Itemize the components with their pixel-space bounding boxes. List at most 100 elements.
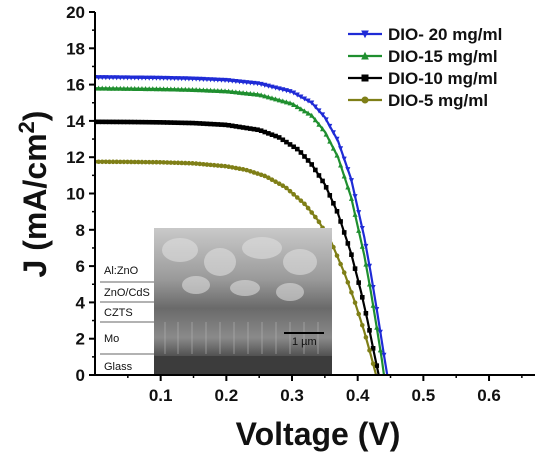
data-point [193, 87, 199, 93]
data-point [345, 184, 351, 190]
data-point [226, 78, 232, 84]
data-point [313, 214, 318, 220]
data-point [103, 75, 109, 81]
data-point [132, 119, 138, 125]
data-point [204, 87, 210, 93]
data-point [269, 132, 275, 137]
data-point [208, 162, 213, 168]
data-point [334, 152, 340, 158]
data-point [305, 110, 311, 116]
data-point [99, 85, 105, 91]
data-point [117, 75, 123, 81]
data-point [161, 160, 166, 165]
data-point [186, 120, 192, 126]
data-point [320, 112, 326, 118]
series-3 [95, 119, 380, 375]
data-point [251, 80, 257, 86]
data-point [106, 85, 112, 91]
data-point [229, 88, 235, 95]
data-point [280, 98, 286, 104]
y-axis: 0 2 4 6 8 10 12 14 16 18 20 [66, 3, 95, 385]
data-point [164, 86, 170, 92]
data-point [222, 122, 228, 128]
data-point [132, 159, 138, 165]
y-tick-label: 4 [76, 293, 86, 312]
data-point [226, 88, 232, 94]
data-point [99, 159, 105, 165]
data-point [218, 88, 224, 94]
data-point [175, 86, 181, 92]
data-point [204, 121, 210, 127]
data-point [125, 159, 130, 165]
data-point [316, 219, 322, 225]
data-point [132, 75, 138, 81]
data-point [338, 261, 343, 267]
data-point [381, 352, 387, 358]
data-point [313, 167, 318, 173]
data-point [233, 165, 239, 171]
data-point [233, 89, 239, 95]
data-point [172, 120, 177, 125]
data-point [359, 322, 365, 328]
y-axis-title: J (mA/cm2) [14, 111, 53, 278]
data-point [265, 94, 271, 100]
data-point [117, 85, 123, 91]
data-point [294, 146, 300, 152]
x-tick-label: 0.2 [215, 386, 239, 405]
data-point [222, 88, 228, 94]
data-point [128, 119, 134, 125]
legend-swatch-marker [361, 51, 369, 60]
data-point [273, 133, 278, 139]
data-point [320, 178, 325, 184]
data-point [146, 119, 152, 125]
data-point [320, 126, 326, 132]
data-point [229, 123, 235, 129]
data-point [294, 92, 300, 98]
data-point [200, 76, 206, 82]
data-point [193, 161, 199, 166]
data-point [298, 150, 304, 155]
data-point [226, 164, 231, 169]
sem-inset: Al:ZnO ZnO/CdS CZTS Mo Glass 1 µm [98, 228, 332, 374]
data-point [240, 90, 246, 96]
data-point [298, 94, 304, 100]
data-point [114, 119, 119, 125]
data-point [276, 97, 282, 103]
data-point [124, 75, 131, 81]
data-point [345, 280, 351, 285]
data-point [201, 121, 206, 126]
data-point [291, 144, 296, 150]
data-point [247, 80, 253, 86]
data-point [283, 88, 289, 94]
data-point [233, 124, 239, 129]
data-point [215, 163, 221, 168]
data-point [356, 210, 362, 216]
data-point [359, 243, 365, 249]
data-point [211, 162, 217, 168]
data-point [157, 75, 163, 81]
data-point [136, 119, 141, 125]
data-point [168, 86, 174, 92]
inset-layer-label: CZTS [104, 307, 133, 319]
data-point [316, 173, 322, 178]
data-point [240, 125, 246, 130]
data-point [244, 90, 250, 96]
data-point [182, 86, 188, 92]
data-point [273, 179, 278, 185]
data-point [266, 175, 271, 181]
data-point [139, 85, 145, 92]
data-point [334, 136, 340, 142]
data-point [273, 85, 279, 91]
inset-layer-label: ZnO/CdS [104, 287, 150, 299]
data-point [338, 219, 343, 224]
data-point [331, 244, 336, 250]
data-point [356, 280, 361, 285]
x-tick-label: 0.6 [477, 386, 501, 405]
data-point [258, 128, 264, 134]
data-point [99, 75, 105, 81]
data-point [211, 121, 217, 127]
data-point [103, 159, 109, 165]
data-point [327, 123, 333, 129]
data-point [269, 177, 275, 183]
data-point [110, 75, 116, 81]
